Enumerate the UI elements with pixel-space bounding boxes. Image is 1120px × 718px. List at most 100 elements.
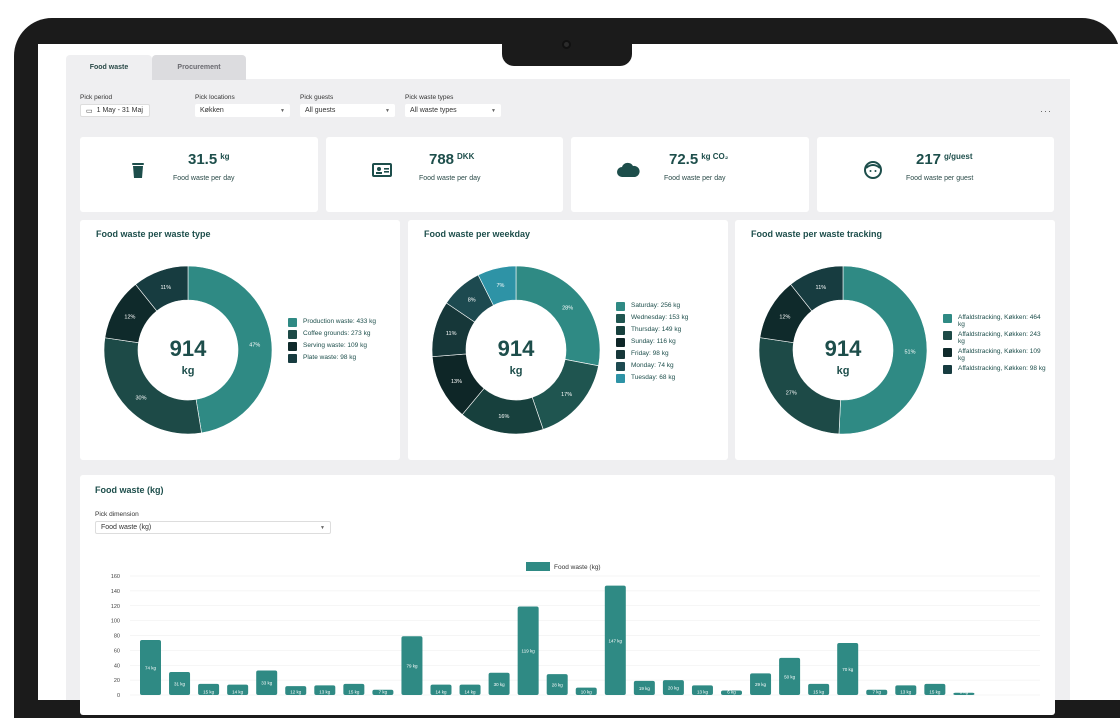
bar[interactable] (517, 606, 539, 695)
legend-item[interactable]: Affaldstracking, Køkken: 109 kg (943, 348, 1048, 362)
legend-item[interactable]: Tuesday: 68 kg (616, 374, 721, 383)
waste-types-select[interactable]: All waste types ▼ (405, 104, 501, 117)
bar[interactable] (924, 683, 946, 695)
legend-label: Saturday: 256 kg (631, 302, 681, 309)
bar-value-label: 147 kg (609, 638, 623, 643)
donut-slice[interactable] (838, 265, 928, 435)
kpi-card-co2: 72.5 kg CO₂ Food waste per day (571, 137, 809, 212)
bar[interactable] (256, 670, 278, 695)
guests-filter: Pick guests All guests ▼ (300, 94, 395, 117)
bar[interactable] (546, 674, 568, 695)
bar[interactable] (285, 686, 307, 695)
bar[interactable] (895, 685, 917, 695)
bar[interactable] (953, 692, 975, 695)
bar-value-label: 13 kg (319, 690, 331, 695)
locations-select[interactable]: Køkken ▼ (195, 104, 290, 117)
bar-value-label: 15 kg (348, 690, 360, 695)
bar[interactable] (401, 636, 423, 695)
y-tick-label: 100 (111, 619, 120, 625)
bar[interactable] (140, 639, 161, 695)
bar-value-label: 74 kg (145, 665, 157, 670)
legend-label: Sunday: 116 kg (631, 338, 676, 345)
legend-item[interactable]: Thursday: 149 kg (616, 326, 721, 335)
tab-food-waste[interactable]: Food waste (66, 55, 152, 80)
donut-card-waste-type: Food waste per waste type 47% 30% 12% 11% 91… (80, 220, 400, 460)
legend-item[interactable]: Plate waste: 98 kg (288, 354, 393, 363)
bar[interactable] (314, 685, 336, 695)
guests-select[interactable]: All guests ▼ (300, 104, 395, 117)
kpi-label: Food waste per guest (906, 175, 974, 182)
bar[interactable] (662, 680, 684, 695)
bar[interactable] (459, 684, 481, 695)
bar[interactable] (198, 683, 220, 695)
bar-value-label: 29 kg (755, 682, 767, 687)
bar-value-label: 15 kg (929, 690, 941, 695)
tab-procurement[interactable]: Procurement (152, 55, 246, 80)
legend-item[interactable]: Wednesday: 153 kg (616, 314, 721, 323)
period-label: Pick period (80, 94, 113, 101)
dimension-select[interactable]: Food waste (kg) ▼ (95, 521, 331, 534)
bar[interactable] (430, 684, 452, 695)
y-tick-label: 60 (114, 648, 120, 654)
legend-item[interactable]: Serving waste: 109 kg (288, 342, 393, 351)
donut-slice[interactable] (477, 265, 517, 306)
bar[interactable] (488, 672, 510, 695)
legend-swatch (943, 365, 952, 374)
bar[interactable] (866, 689, 888, 695)
legend-item[interactable]: Friday: 98 kg (616, 350, 721, 359)
calendar-icon: ▭ (86, 107, 93, 115)
kpi-label: Food waste per day (173, 175, 235, 182)
donut-card-weekday: Food waste per weekday 28% 17% 16% 13% 11% 8%… (408, 220, 728, 460)
legend-item[interactable]: Affaldstracking, Køkken: 464 kg (943, 314, 1048, 328)
donut-center-unit: kg (182, 365, 195, 377)
legend-item[interactable]: Affaldstracking, Køkken: 98 kg (943, 365, 1048, 374)
dimension-label: Pick dimension (95, 511, 139, 518)
period-picker[interactable]: ▭ 1 May - 31 Maj (80, 104, 150, 117)
legend-label: Production waste: 433 kg (303, 318, 376, 325)
more-options-icon[interactable]: ··· (1040, 106, 1052, 116)
legend-item[interactable]: Affaldstracking, Køkken: 243 kg (943, 331, 1048, 345)
bar[interactable] (343, 683, 365, 695)
donut-slice[interactable] (515, 265, 601, 367)
kpi-value: 788 DKK (429, 151, 475, 168)
y-tick-label: 120 (111, 604, 120, 610)
bar-value-label: 31 kg (174, 681, 186, 686)
legend-label: Plate waste: 98 kg (303, 354, 357, 361)
bar[interactable] (372, 689, 394, 695)
legend-item[interactable]: Coffee grounds: 273 kg (288, 330, 393, 339)
card-title: Food waste per weekday (424, 229, 531, 239)
bar-value-label: 7 kg (872, 690, 881, 695)
bar-value-label: 50 kg (784, 674, 796, 679)
dimension-value: Food waste (kg) (101, 524, 152, 531)
legend-item[interactable]: Production waste: 433 kg (288, 318, 393, 327)
donut-slice[interactable] (103, 337, 202, 435)
bar[interactable] (808, 683, 830, 695)
camera-icon (562, 40, 571, 49)
bar[interactable] (604, 585, 626, 695)
legend-item[interactable]: Sunday: 116 kg (616, 338, 721, 347)
donut-slice[interactable] (187, 265, 273, 434)
legend-item[interactable]: Saturday: 256 kg (616, 302, 721, 311)
donut-slice[interactable] (790, 265, 844, 312)
slice-pct-label: 47% (249, 343, 260, 349)
slice-pct-label: 30% (135, 396, 146, 402)
chart-legend: Saturday: 256 kg Wednesday: 153 kg Thursda… (616, 302, 721, 386)
chart-legend: Affaldstracking, Køkken: 464 kg Affaldstr… (943, 314, 1048, 377)
bar[interactable] (227, 684, 249, 695)
bar[interactable] (633, 680, 655, 695)
legend-item[interactable]: Monday: 74 kg (616, 362, 721, 371)
legend-label: Affaldstracking, Køkken: 109 kg (958, 348, 1041, 362)
bar[interactable] (691, 685, 713, 695)
bar[interactable] (779, 657, 801, 695)
y-tick-label: 20 (114, 678, 120, 684)
slice-pct-label: 51% (904, 350, 915, 356)
slice-pct-label: 11% (446, 331, 457, 337)
slice-pct-label: 12% (779, 315, 790, 321)
donut-slice[interactable] (135, 265, 189, 312)
bar[interactable] (169, 671, 191, 695)
bar[interactable] (721, 690, 742, 695)
waste-types-label: Pick waste types (405, 94, 454, 101)
bar[interactable] (837, 642, 859, 695)
bar[interactable] (750, 673, 772, 695)
bar[interactable] (575, 687, 597, 695)
